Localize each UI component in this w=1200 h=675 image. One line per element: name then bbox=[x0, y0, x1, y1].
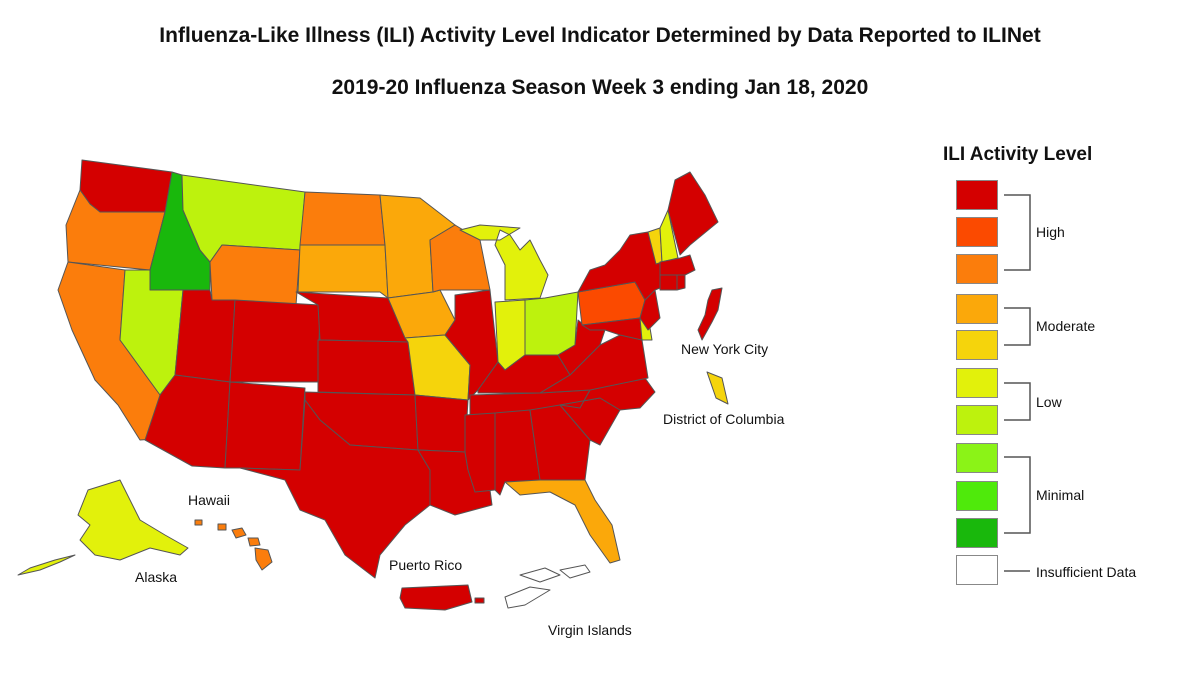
legend-swatch-10 bbox=[956, 180, 998, 210]
state-NYC[interactable] bbox=[697, 287, 723, 341]
state-AR[interactable] bbox=[414, 394, 469, 453]
legend-swatch-7 bbox=[956, 294, 998, 324]
state-CO[interactable] bbox=[229, 299, 321, 383]
label-puerto-rico: Puerto Rico bbox=[389, 557, 463, 573]
legend-swatch-4 bbox=[956, 405, 998, 435]
legend-swatch-8 bbox=[956, 254, 998, 284]
state-NM[interactable] bbox=[224, 381, 306, 471]
state-PR[interactable] bbox=[399, 584, 485, 611]
state-TX[interactable] bbox=[239, 399, 431, 579]
state-KS[interactable] bbox=[317, 339, 416, 396]
state-ND[interactable] bbox=[299, 191, 386, 246]
map-subtitle: 2019-20 Influenza Season Week 3 ending J… bbox=[331, 76, 869, 99]
legend-swatch-6 bbox=[956, 330, 998, 360]
state-OH[interactable] bbox=[524, 291, 579, 356]
map-title: Influenza-Like Illness (ILI) Activity Le… bbox=[159, 24, 1041, 47]
legend-label-moderate: Moderate bbox=[1036, 318, 1096, 334]
legend-swatch-1 bbox=[956, 518, 998, 548]
label-virgin-islands: Virgin Islands bbox=[548, 622, 632, 638]
legend-title: ILI Activity Level bbox=[943, 144, 1093, 165]
legend-label-insufficient: Insufficient Data bbox=[1036, 564, 1137, 580]
state-UT[interactable] bbox=[174, 289, 236, 383]
state-SD[interactable] bbox=[297, 244, 389, 299]
legend-brackets bbox=[1004, 194, 1031, 572]
state-GA[interactable] bbox=[529, 404, 591, 481]
legend-swatch-none bbox=[956, 555, 998, 585]
legend-swatch-2 bbox=[956, 481, 998, 511]
legend-label-minimal: Minimal bbox=[1036, 487, 1085, 503]
state-WA[interactable] bbox=[79, 159, 173, 213]
label-nyc: New York City bbox=[681, 341, 769, 357]
state-FL[interactable] bbox=[504, 479, 621, 564]
state-MI[interactable] bbox=[459, 224, 549, 301]
state-IL[interactable] bbox=[444, 289, 499, 401]
legend-label-high: High bbox=[1036, 224, 1065, 240]
label-dc: District of Columbia bbox=[663, 411, 785, 427]
state-VI[interactable] bbox=[504, 564, 591, 609]
state-CT[interactable] bbox=[659, 274, 678, 291]
legend-label-low: Low bbox=[1036, 394, 1062, 410]
legend-swatch-3 bbox=[956, 443, 998, 473]
label-hawaii: Hawaii bbox=[188, 492, 231, 508]
legend-swatch-9 bbox=[956, 217, 998, 247]
state-WY[interactable] bbox=[209, 244, 301, 306]
us-ili-map bbox=[17, 159, 729, 611]
label-alaska: Alaska bbox=[135, 569, 178, 585]
state-AK[interactable] bbox=[17, 479, 189, 576]
state-ME[interactable] bbox=[667, 171, 719, 256]
state-RI[interactable] bbox=[676, 274, 686, 291]
state-VA[interactable] bbox=[539, 334, 649, 394]
state-DC[interactable] bbox=[706, 371, 729, 405]
legend-swatch-5 bbox=[956, 368, 998, 398]
state-HI[interactable] bbox=[194, 519, 273, 571]
